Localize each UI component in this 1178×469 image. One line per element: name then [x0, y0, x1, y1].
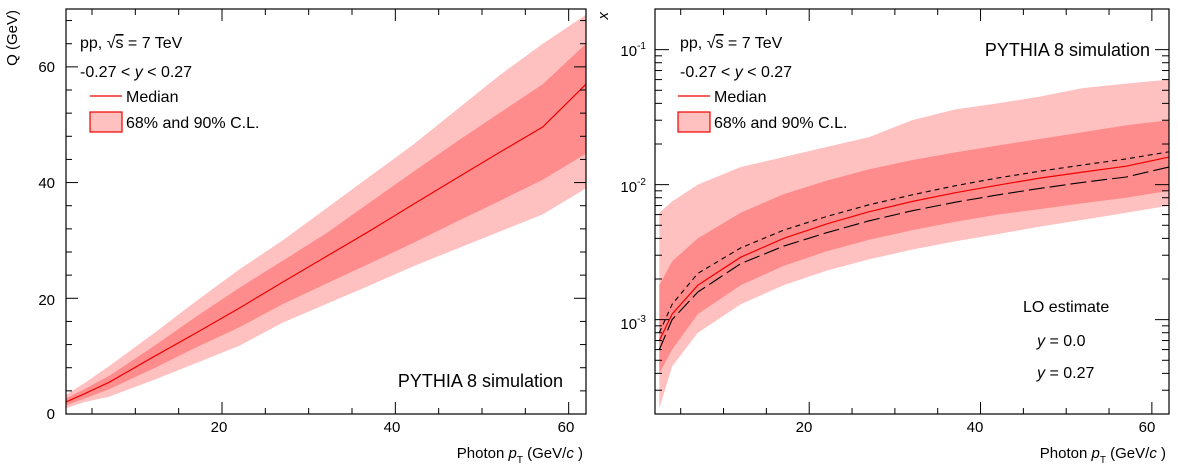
right-legend-band-swatch	[677, 111, 711, 133]
right-lo-legend-y0-label: y = 0.0	[1036, 333, 1086, 350]
right-xtick-label-20: 20	[796, 419, 813, 436]
left-bands	[66, 14, 586, 409]
right-rapidity-text: -0.27 < y < 0.27	[680, 64, 792, 81]
right-energy-text: pp, √s = 7 TeV	[680, 35, 783, 52]
left-y-axis-title: Q (GeV)	[4, 10, 21, 66]
left-ytick-label-20: 20	[38, 292, 55, 309]
right-median-line	[658, 156, 1170, 341]
left-x-axis-title: Photon pT (GeV/c )	[457, 445, 583, 464]
right-ytick-label-1e-3: 10-3	[620, 314, 646, 333]
right-x-axis-title: Photon pT (GeV/c )	[1040, 445, 1166, 464]
right-ytick-label-1e-1: 10-1	[620, 41, 646, 60]
left-ytick-label-40: 40	[38, 175, 55, 192]
left-chart: 0 20 40 60 20 40 60 Q (GeV) Photon pT (G…	[4, 8, 587, 466]
right-xtick-label-40: 40	[967, 419, 984, 436]
right-xtick-label-60: 60	[1139, 419, 1156, 436]
right-y-axis-title: x	[595, 12, 612, 21]
left-energy-text: pp, √s = 7 TeV	[80, 35, 183, 52]
right-lo-y027-line	[658, 166, 1170, 350]
left-xtick-label-40: 40	[384, 419, 401, 436]
left-ytick-label-0: 0	[47, 406, 55, 423]
right-lo-legend-title: LO estimate	[1023, 299, 1109, 316]
left-plot-frame	[65, 8, 587, 415]
left-sim-label: PYTHIA 8 simulation	[398, 371, 563, 391]
left-legend-band-swatch	[89, 111, 123, 133]
left-median-line	[65, 83, 587, 403]
right-legend-median-label: Median	[714, 89, 766, 106]
left-xtick-label-60: 60	[558, 419, 575, 436]
right-chart: 10-3 10-2 10-1 20 40 60 x Photon pT (GeV…	[595, 8, 1170, 466]
left-band-90	[66, 14, 586, 409]
right-lo-legend-y027-label: y = 0.27	[1036, 365, 1094, 382]
right-band-68	[659, 120, 1169, 374]
left-ytick-label-60: 60	[38, 59, 55, 76]
left-ticks	[66, 9, 586, 415]
right-sim-label: PYTHIA 8 simulation	[985, 40, 1150, 60]
right-ytick-label-1e-2: 10-2	[620, 177, 646, 196]
right-bands	[659, 79, 1169, 409]
left-legend-band-label: 68% and 90% C.L.	[126, 115, 259, 132]
right-plot-frame	[654, 8, 1170, 415]
left-xtick-label-20: 20	[211, 419, 228, 436]
left-rapidity-text: -0.27 < y < 0.27	[80, 64, 192, 81]
left-legend-median-label: Median	[126, 89, 178, 106]
right-ticks	[655, 8, 1169, 415]
right-legend-band-label: 68% and 90% C.L.	[714, 115, 847, 132]
